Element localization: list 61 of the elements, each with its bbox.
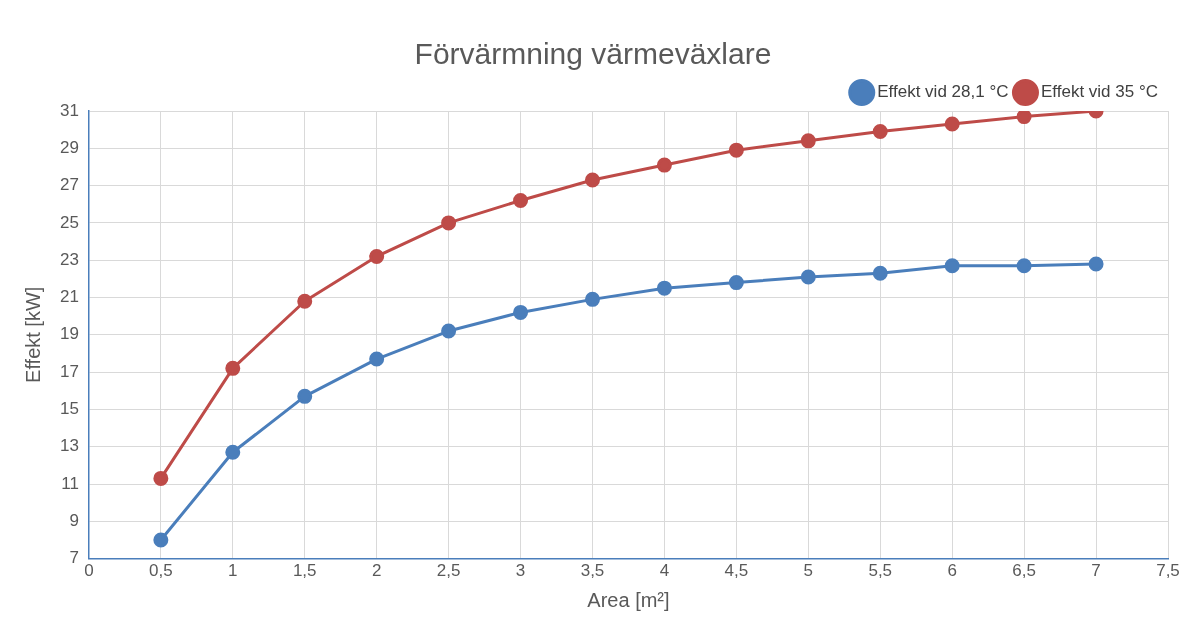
x-tick-label: 0,5 [149, 561, 173, 581]
point [441, 215, 457, 231]
y-tick-label: 7 [69, 548, 79, 568]
x-tick-label: 7 [1091, 561, 1101, 581]
x-tick-label: 1,5 [292, 561, 317, 581]
x-tick-label: 1 [228, 561, 238, 581]
y-tick-label: 9 [69, 510, 79, 530]
point [584, 172, 600, 188]
x-tick-label: 6,5 [1012, 561, 1036, 581]
point [1016, 258, 1032, 274]
point [297, 293, 313, 309]
y-tick-label: 21 [59, 287, 79, 307]
point [872, 124, 888, 140]
y-tick-label: 23 [59, 249, 79, 269]
y-tick-label: 27 [59, 175, 79, 195]
x-tick-label: 5,5 [868, 561, 893, 581]
y-tick-label: 17 [59, 361, 79, 381]
x-tick-label: 4 [659, 561, 670, 581]
point [1016, 111, 1032, 125]
legend-label: Effekt vid 35 °C [1040, 82, 1159, 102]
y-tick-label: 29 [59, 137, 79, 157]
y-tick-label: 13 [59, 436, 79, 456]
x-tick-label: 2,5 [436, 561, 461, 581]
x-tick-label: 2 [371, 561, 382, 581]
point [369, 248, 385, 264]
legend-label: Effekt vid 28,1 °C [877, 82, 1009, 102]
y-axis-title: Effekt [kW] [21, 286, 44, 383]
y-tick-label: 31 [59, 100, 79, 120]
point [944, 116, 960, 132]
x-tick-label: 3 [515, 561, 526, 581]
chart-title: Förvärmning värmeväxlare [414, 37, 772, 71]
point [728, 275, 744, 291]
point [513, 193, 529, 209]
point [513, 304, 529, 320]
y-tick-label: 19 [59, 324, 79, 344]
point [944, 258, 960, 274]
point [297, 388, 313, 404]
point [1088, 256, 1104, 272]
point [728, 142, 744, 158]
point [153, 470, 169, 486]
x-axis-title: Area [m²] [587, 588, 670, 611]
point [656, 280, 672, 296]
point [872, 265, 888, 281]
y-tick-label: 11 [61, 473, 79, 493]
x-tick-label: 4,5 [724, 561, 749, 581]
point [800, 269, 816, 285]
point [656, 157, 672, 173]
y-tick-label: 15 [59, 399, 79, 419]
x-tick-label: 6 [947, 561, 957, 581]
point [800, 133, 816, 149]
y-tick-label: 25 [59, 212, 79, 232]
point [153, 532, 169, 548]
x-tick-label: 3,5 [580, 561, 605, 581]
x-tick-label: 0 [84, 561, 94, 581]
point [441, 323, 457, 339]
point [369, 351, 385, 367]
x-tick-label: 5 [803, 561, 814, 581]
x-tick-label: 7,5 [1156, 561, 1180, 581]
point [225, 444, 241, 460]
point [225, 360, 241, 376]
point [584, 291, 600, 307]
